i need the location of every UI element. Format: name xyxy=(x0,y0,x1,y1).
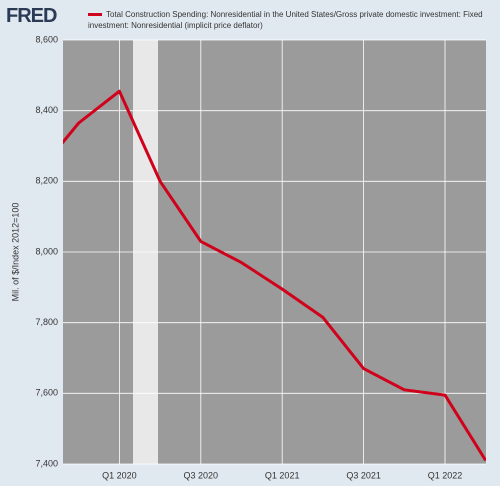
y-tick-label: 8,400 xyxy=(35,105,58,115)
y-tick-label: 8,600 xyxy=(35,34,58,44)
x-tick-label: Q3 2021 xyxy=(346,470,381,480)
line-series xyxy=(63,89,486,462)
y-tick-label: 8,000 xyxy=(35,246,58,256)
y-tick-label: 8,200 xyxy=(35,176,58,186)
x-tick-label: Q3 2020 xyxy=(184,470,219,480)
x-tick-label: Q1 2020 xyxy=(102,470,137,480)
y-tick-label: 7,800 xyxy=(35,317,58,327)
x-tick-label: Q1 2022 xyxy=(428,470,463,480)
logo: FRED xyxy=(6,5,57,27)
y-axis-label: Mil. of $/Index 2012=100 xyxy=(10,203,20,302)
legend: Total Construction Spending: Nonresident… xyxy=(88,9,488,31)
y-tick-label: 7,400 xyxy=(35,458,58,468)
legend-swatch xyxy=(88,13,102,17)
legend-label: Total Construction Spending: Nonresident… xyxy=(88,10,483,30)
x-tick-label: Q1 2021 xyxy=(265,470,300,480)
y-tick-label: 7,600 xyxy=(35,388,58,398)
